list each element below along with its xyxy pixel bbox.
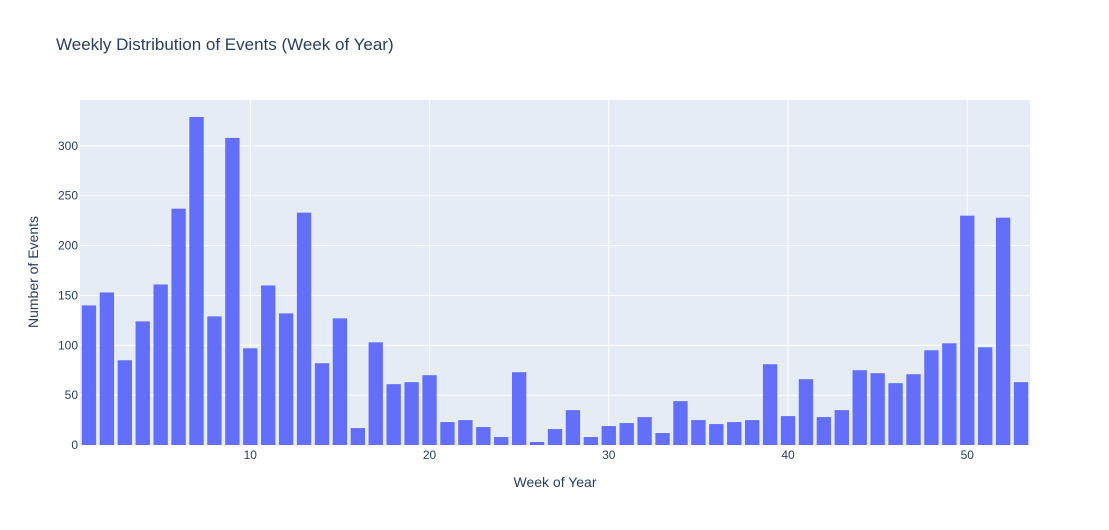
bar[interactable] xyxy=(673,401,688,445)
y-axis-label: Number of Events xyxy=(25,216,41,328)
bar[interactable] xyxy=(278,313,294,445)
y-tick-label: 200 xyxy=(58,239,78,253)
bar[interactable] xyxy=(619,423,634,445)
bar[interactable] xyxy=(888,383,903,445)
bar[interactable] xyxy=(906,374,921,445)
bar[interactable] xyxy=(529,442,545,445)
bar[interactable] xyxy=(834,410,849,445)
bar[interactable] xyxy=(745,420,760,445)
bar[interactable] xyxy=(171,208,186,445)
x-tick-label: 30 xyxy=(602,448,616,462)
bar[interactable] xyxy=(207,316,222,445)
bar[interactable] xyxy=(798,379,814,445)
bar[interactable] xyxy=(1013,382,1029,445)
y-axis-ticks: 0 50 100 150 200 250 300 xyxy=(58,139,78,452)
bar[interactable] xyxy=(422,375,437,445)
chart-title: Weekly Distribution of Events (Week of Y… xyxy=(56,35,394,54)
bar[interactable] xyxy=(225,137,240,445)
bar[interactable] xyxy=(476,427,491,445)
x-tick-label: 20 xyxy=(423,448,437,462)
y-tick-label: 300 xyxy=(58,139,78,153)
bar[interactable] xyxy=(404,382,419,445)
bar[interactable] xyxy=(870,373,885,445)
bar[interactable] xyxy=(261,285,276,445)
y-tick-label: 50 xyxy=(65,388,79,402)
bar[interactable] xyxy=(314,363,330,445)
bar[interactable] xyxy=(368,342,383,445)
bar[interactable] xyxy=(189,116,204,445)
y-tick-label: 0 xyxy=(71,438,78,452)
bar[interactable] xyxy=(332,318,348,445)
bar[interactable] xyxy=(601,426,616,445)
bar[interactable] xyxy=(637,417,652,445)
bar[interactable] xyxy=(296,212,312,445)
bar[interactable] xyxy=(81,305,97,445)
bar[interactable] xyxy=(135,321,150,445)
bar[interactable] xyxy=(350,428,365,445)
bars xyxy=(81,116,1029,445)
bar[interactable] xyxy=(709,424,724,445)
bar[interactable] xyxy=(978,347,993,445)
bar[interactable] xyxy=(852,370,867,445)
bar[interactable] xyxy=(995,217,1011,445)
x-tick-label: 40 xyxy=(781,448,795,462)
bar[interactable] xyxy=(565,410,581,445)
bar[interactable] xyxy=(243,348,258,445)
bar[interactable] xyxy=(511,372,527,445)
bar[interactable] xyxy=(942,343,957,445)
plot-area xyxy=(80,100,1030,445)
bar[interactable] xyxy=(780,416,796,445)
y-tick-label: 250 xyxy=(58,189,78,203)
x-tick-label: 10 xyxy=(244,448,258,462)
bar[interactable] xyxy=(655,433,670,445)
bar[interactable] xyxy=(547,429,563,445)
x-tick-label: 50 xyxy=(961,448,975,462)
x-axis-label: Week of Year xyxy=(513,474,596,490)
bar[interactable] xyxy=(386,384,401,445)
bar[interactable] xyxy=(960,215,975,445)
bar[interactable] xyxy=(458,420,473,445)
bar[interactable] xyxy=(762,364,778,445)
bar[interactable] xyxy=(99,292,115,445)
bar[interactable] xyxy=(494,437,509,445)
bar[interactable] xyxy=(727,422,742,445)
bar[interactable] xyxy=(117,360,132,445)
bar[interactable] xyxy=(440,422,455,445)
x-axis-ticks: 10 20 30 40 50 xyxy=(244,448,975,462)
bar[interactable] xyxy=(816,417,832,445)
y-tick-label: 100 xyxy=(58,338,78,352)
bar[interactable] xyxy=(153,284,168,445)
bar[interactable] xyxy=(924,350,939,445)
y-tick-label: 150 xyxy=(58,288,78,302)
bar[interactable] xyxy=(691,420,706,445)
bar[interactable] xyxy=(583,437,599,445)
